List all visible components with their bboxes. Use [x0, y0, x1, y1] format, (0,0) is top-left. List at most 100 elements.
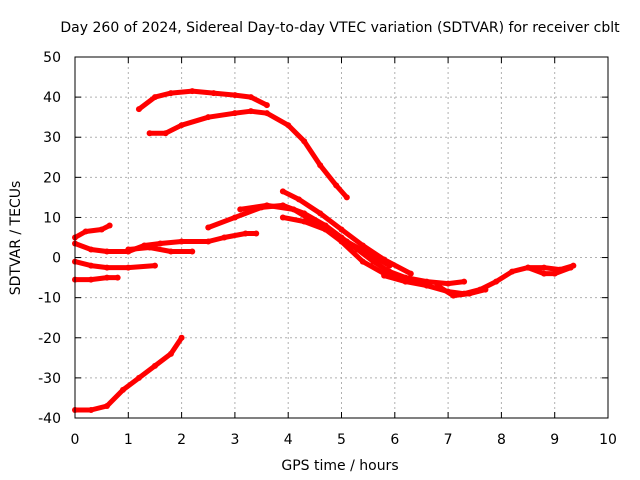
data-point	[178, 238, 185, 245]
data-point	[279, 188, 286, 195]
data-point	[231, 110, 238, 117]
chart-title: Day 260 of 2024, Sidereal Day-to-day VTE…	[60, 20, 620, 36]
data-point	[450, 292, 457, 299]
series-line	[280, 214, 392, 269]
data-point	[205, 238, 212, 245]
data-point	[567, 264, 574, 271]
x-tick-label: 9	[550, 432, 559, 448]
series-track-4	[72, 258, 158, 271]
data-point	[205, 114, 212, 121]
data-point	[210, 90, 217, 97]
data-point	[253, 230, 260, 237]
y-tick-label: 40	[43, 90, 61, 106]
data-point	[167, 90, 174, 97]
data-point	[482, 286, 489, 293]
data-point	[343, 238, 350, 245]
x-tick-label: 6	[390, 432, 399, 448]
series-line	[525, 265, 574, 277]
series-track-1	[72, 334, 185, 413]
data-point	[551, 270, 558, 277]
data-point	[119, 386, 126, 393]
data-point	[189, 248, 196, 255]
data-point	[178, 122, 185, 129]
data-point	[338, 226, 345, 233]
series-track-9	[205, 202, 468, 287]
data-point	[103, 402, 110, 409]
data-point	[279, 214, 286, 221]
data-point	[386, 262, 393, 269]
data-point	[87, 276, 94, 283]
x-tick-label: 10	[599, 432, 617, 448]
data-point	[343, 194, 350, 201]
y-tick-label: -40	[38, 411, 61, 427]
data-point	[445, 280, 452, 287]
series-track-14	[434, 282, 489, 299]
series-track-6	[125, 244, 196, 255]
data-point	[333, 182, 340, 189]
data-point	[466, 290, 473, 297]
data-point	[87, 246, 94, 253]
data-point	[237, 206, 244, 213]
data-point	[178, 334, 185, 341]
series-track-5	[72, 274, 121, 283]
x-tick-label: 1	[124, 432, 133, 448]
y-tick-label: -10	[38, 291, 61, 307]
data-point	[167, 248, 174, 255]
data-point	[151, 362, 158, 369]
data-point	[103, 264, 110, 271]
y-tick-label: 10	[43, 210, 61, 226]
data-point	[541, 270, 548, 277]
data-point	[301, 218, 308, 225]
data-point	[525, 264, 532, 271]
series-line	[72, 223, 113, 240]
data-point	[135, 374, 142, 381]
data-point	[509, 268, 516, 275]
x-axis-label: GPS time / hours	[281, 458, 398, 474]
data-point	[103, 274, 110, 281]
y-tick-label: 50	[43, 50, 61, 66]
data-point	[82, 228, 89, 235]
series-track-7	[135, 88, 270, 113]
data-point	[125, 264, 132, 271]
x-tick-label: 0	[71, 432, 80, 448]
data-point	[295, 196, 302, 203]
data-point	[135, 106, 142, 113]
data-point	[434, 282, 441, 289]
data-point	[125, 246, 132, 253]
series-line	[434, 283, 488, 299]
data-point	[167, 350, 174, 357]
data-point	[106, 222, 113, 229]
data-point	[189, 88, 196, 95]
series-line	[72, 259, 158, 271]
series-line	[72, 275, 121, 283]
data-point	[221, 234, 228, 241]
tick-layer: 0 1 2 3 4 5 6 7 8 9 10 -40 -30 -20 -10 0 10 20 30 40 50	[38, 50, 617, 448]
x-tick-label: 5	[337, 432, 346, 448]
data-point	[231, 92, 238, 99]
data-point	[285, 122, 292, 129]
data-layer	[72, 88, 577, 413]
data-point	[242, 230, 249, 237]
series-track-8	[146, 108, 350, 201]
data-point	[402, 278, 409, 285]
data-point	[461, 278, 468, 285]
data-point	[290, 206, 297, 213]
data-point	[151, 262, 158, 269]
data-point	[263, 202, 270, 209]
data-point	[407, 270, 414, 277]
y-tick-label: -30	[38, 371, 61, 387]
data-point	[87, 406, 94, 413]
data-point	[365, 250, 372, 257]
y-tick-label: -20	[38, 331, 61, 347]
x-tick-label: 7	[444, 432, 453, 448]
data-point	[205, 224, 212, 231]
data-point	[317, 162, 324, 169]
x-tick-label: 4	[284, 432, 293, 448]
data-point	[423, 282, 430, 289]
series-track-2	[72, 222, 113, 241]
data-point	[247, 108, 254, 115]
data-point	[114, 274, 121, 281]
data-point	[263, 102, 270, 109]
data-point	[359, 258, 366, 265]
data-point	[493, 278, 500, 285]
